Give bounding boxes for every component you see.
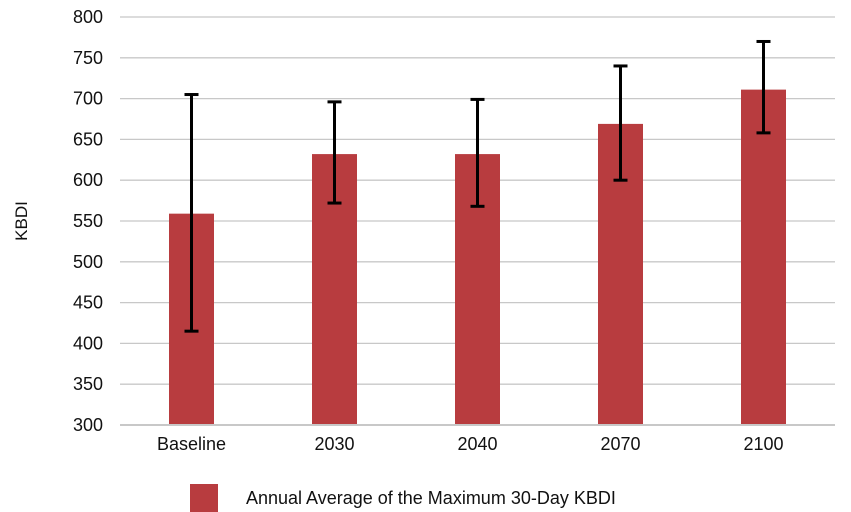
legend-label: Annual Average of the Maximum 30-Day KBD… [246, 487, 616, 508]
x-tick-label: 2100 [743, 434, 783, 454]
y-tick-label: 350 [73, 374, 103, 394]
x-tick-label: Baseline [157, 434, 226, 454]
y-tick-label: 450 [73, 293, 103, 313]
x-tick-label: 2040 [457, 434, 497, 454]
legend-swatch [190, 484, 218, 512]
y-tick-label: 500 [73, 252, 103, 272]
y-tick-label: 600 [73, 170, 103, 190]
y-tick-label: 750 [73, 48, 103, 68]
y-tick-label: 400 [73, 333, 103, 353]
x-tick-label: 2070 [600, 434, 640, 454]
error-bars [184, 39, 771, 333]
bar [741, 89, 786, 426]
error-bar [470, 97, 485, 208]
y-axis-title: KBDI [12, 201, 31, 241]
x-axis-tick-labels: Baseline 2030 2040 2070 2100 [157, 434, 784, 454]
error-bar [327, 100, 342, 205]
y-tick-label: 650 [73, 129, 103, 149]
y-tick-label: 300 [73, 415, 103, 435]
error-bar [756, 39, 771, 135]
y-tick-label: 800 [73, 7, 103, 27]
x-tick-label: 2030 [314, 434, 354, 454]
error-bar [613, 64, 628, 182]
error-bar [184, 93, 199, 333]
y-tick-label: 550 [73, 211, 103, 231]
y-tick-label: 700 [73, 89, 103, 109]
legend: Annual Average of the Maximum 30-Day KBD… [190, 484, 616, 512]
y-axis-tick-labels: 300 350 400 450 500 550 600 650 700 750 800 [73, 7, 103, 435]
